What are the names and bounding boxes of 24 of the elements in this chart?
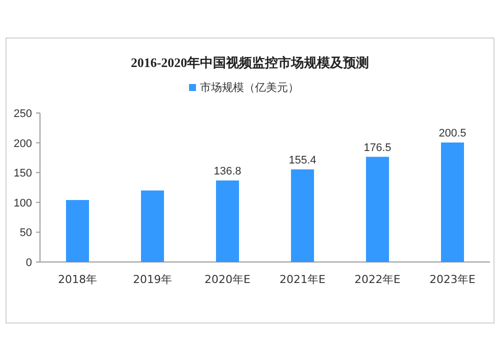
data-label: 136.8 bbox=[214, 165, 242, 178]
data-label: 200.5 bbox=[438, 128, 466, 140]
data-label: 176.5 bbox=[364, 142, 392, 154]
x-tick-label: 2021年E bbox=[280, 273, 326, 286]
legend-label: 市场规模（亿美元） bbox=[200, 81, 299, 94]
data-label: 155.4 bbox=[288, 154, 316, 166]
x-tick-label: 2019年 bbox=[133, 273, 172, 286]
y-tick-label: 50 bbox=[20, 227, 32, 240]
x-tick-label: 2018年 bbox=[58, 273, 97, 286]
bar bbox=[66, 200, 89, 262]
x-tick-label: 2022年E bbox=[354, 273, 401, 286]
y-tick-label: 200 bbox=[14, 138, 32, 150]
chart-title: 2016-2020年中国视频监控市场规模及预测 bbox=[130, 55, 370, 70]
bar bbox=[441, 142, 464, 262]
bar bbox=[216, 180, 239, 262]
bar bbox=[141, 190, 164, 262]
bar bbox=[366, 156, 389, 262]
x-tick-label: 2023年E bbox=[430, 273, 476, 286]
y-tick-label: 100 bbox=[14, 197, 32, 210]
y-tick-label: 250 bbox=[14, 108, 32, 120]
y-tick-label: 150 bbox=[14, 168, 32, 180]
x-tick-label: 2020年E bbox=[204, 273, 251, 286]
y-tick-label: 0 bbox=[26, 257, 32, 269]
bar bbox=[291, 169, 314, 262]
